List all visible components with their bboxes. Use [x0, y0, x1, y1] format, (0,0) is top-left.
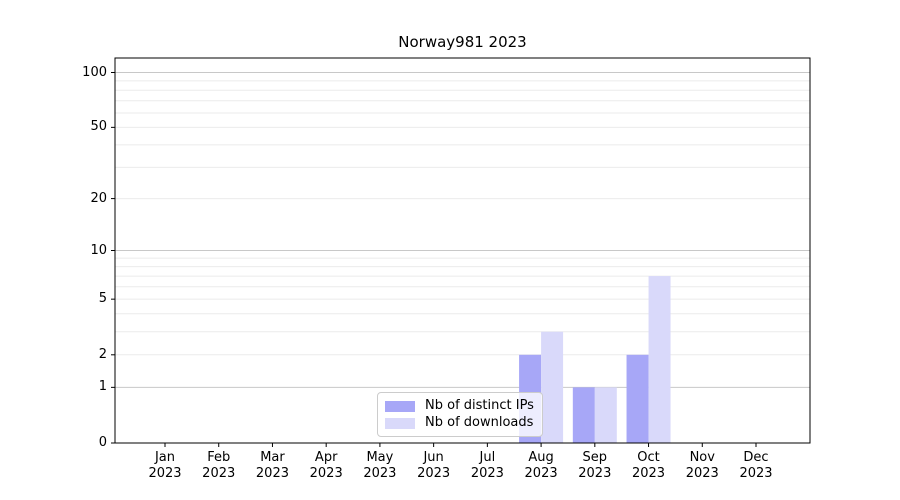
legend-item-downloads: Nb of downloads	[385, 415, 535, 431]
legend-label-downloads: Nb of downloads	[425, 415, 534, 430]
bar-sep-distinct-ips	[572, 387, 595, 443]
legend-swatch-downloads	[385, 417, 415, 429]
bar-aug-downloads	[541, 331, 564, 443]
bar-oct-downloads	[648, 276, 671, 443]
legend-item-distinct-ips: Nb of distinct IPs	[385, 398, 535, 414]
bar-oct-distinct-ips	[626, 354, 649, 443]
bar-sep-downloads	[594, 387, 617, 443]
legend-label-distinct-ips: Nb of distinct IPs	[425, 398, 534, 413]
chart-title: Norway981 2023	[398, 33, 527, 51]
legend-swatch-distinct-ips	[385, 400, 415, 412]
legend: Nb of distinct IPs Nb of downloads	[377, 392, 543, 437]
